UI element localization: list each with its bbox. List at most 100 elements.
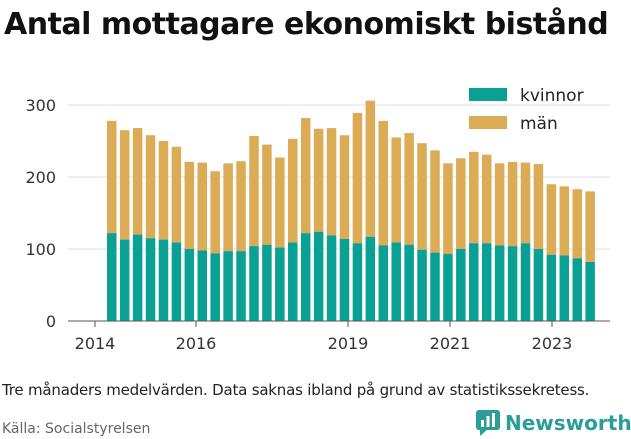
bar-man [546,184,557,255]
y-tick-label: 300 [25,96,56,115]
bar-kvinnor [443,254,453,321]
x-tick-label: 2023 [532,334,573,353]
bar-kvinnor [546,254,557,321]
bar-man [559,186,570,256]
bar-kvinnor [313,231,324,321]
legend-item-man: män [469,114,558,134]
bar-man [494,163,505,246]
bar-man [236,161,246,252]
bar-man [443,163,453,255]
bar-kvinnor [184,249,195,321]
bar-man [249,135,259,247]
bars [107,100,595,321]
bar-man [507,161,518,247]
bar-kvinnor [107,233,117,321]
bar-kvinnor [430,252,440,321]
bar-kvinnor [520,243,531,321]
bar-man [339,135,350,239]
chart-title: Antal mottagare ekonomiskt bistånd [4,7,609,42]
bar-kvinnor [481,243,492,321]
bar-man [430,150,440,253]
bar-man [352,112,363,244]
bar-kvinnor [223,251,233,321]
bar-man [469,151,479,244]
bar-kvinnor [417,249,427,321]
x-tick-label: 2014 [75,334,116,353]
legend-label: kvinnor [520,86,584,106]
legend-item-kvinnor: kvinnor [469,86,584,106]
bar-man [300,117,311,234]
bar-kvinnor [456,249,466,321]
bar-man [520,162,531,244]
x-tick-label: 2021 [430,334,471,353]
y-tick-label: 200 [25,168,56,187]
bar-man [262,144,272,245]
bar-man [585,191,595,262]
brand-name: Newsworthy [505,411,631,435]
stacked-bar-chart: 0 100 200 300 2014 2016 2019 2021 2023 kvinnor mä… [25,86,610,353]
chart-caption: Tre månaders medelvärden. Data saknas ib… [2,381,590,399]
bar-kvinnor [145,238,156,321]
bar-man [275,157,285,248]
bar-man [313,128,324,232]
bar-kvinnor [507,246,518,321]
bar-kvinnor [249,246,259,321]
legend-swatch [469,88,507,101]
bar-man [417,143,427,250]
bar-kvinnor [572,258,582,321]
bar-man [107,120,117,234]
bar-man [197,162,208,251]
x-tick-label: 2016 [176,334,217,353]
bar-man [481,154,492,244]
bar-man [404,133,414,245]
bar-kvinnor [275,247,285,321]
bar-man [145,135,156,239]
y-tick-label: 100 [25,240,56,259]
bar-man [378,120,389,246]
bar-kvinnor [559,255,570,321]
bar-man [288,138,298,243]
grid-lines [68,104,610,250]
legend-label: män [520,114,558,134]
bar-kvinnor [494,245,505,321]
bar-kvinnor [326,235,337,321]
bar-man [158,141,169,240]
bar-kvinnor [132,234,143,321]
y-tick-label: 0 [46,312,56,331]
bar-man [572,189,582,259]
bar-man [171,146,182,243]
bar-man [184,161,195,249]
bar-kvinnor [119,239,130,321]
bar-kvinnor [378,245,389,321]
bar-kvinnor [365,236,376,321]
bar-man [456,158,466,249]
bar-kvinnor [171,242,182,321]
newsworthy-logo[interactable]: Newsworthy [476,408,631,438]
bar-man [391,137,401,243]
bar-man [365,100,376,237]
bar-kvinnor [339,238,350,321]
bar-man [326,128,337,236]
source-label: Källa: Socialstyrelsen [2,421,151,437]
x-tick-label: 2019 [328,334,369,353]
bar-kvinnor [404,244,414,321]
bar-kvinnor [262,244,272,321]
bar-kvinnor [391,242,401,321]
bar-man [533,164,544,249]
bar-kvinnor [210,253,220,321]
chat-bars-icon [476,410,500,436]
bar-man [132,128,143,235]
bar-kvinnor [197,250,208,321]
bar-man [119,130,130,240]
legend-swatch [469,116,507,129]
bar-kvinnor [288,242,298,321]
bar-kvinnor [158,239,169,321]
axes: 0 100 200 300 2014 2016 2019 2021 2023 [25,96,610,353]
bar-kvinnor [533,249,544,321]
bar-kvinnor [585,261,595,321]
bar-kvinnor [469,243,479,321]
bar-kvinnor [236,251,246,321]
bar-kvinnor [300,233,311,321]
bar-man [223,163,233,252]
legend: kvinnor män [469,86,584,134]
